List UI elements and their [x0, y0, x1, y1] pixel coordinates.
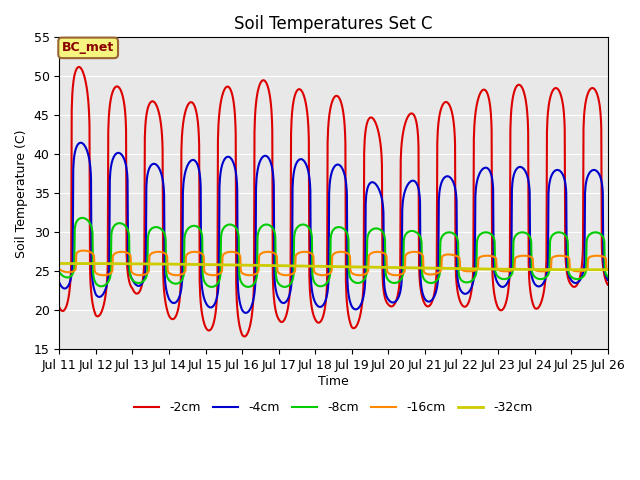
-2cm [241, 334, 248, 339]
-32cm [56, 261, 63, 266]
-2cm [580, 114, 588, 120]
-16cm [580, 268, 588, 274]
-8cm [396, 277, 404, 283]
-4cm [77, 140, 84, 145]
-8cm [205, 284, 213, 289]
-32cm [580, 267, 588, 273]
-8cm [580, 273, 588, 278]
-2cm [497, 307, 504, 313]
-8cm [339, 226, 347, 231]
-16cm [158, 249, 166, 255]
Text: BC_met: BC_met [62, 41, 115, 54]
-2cm [604, 282, 611, 288]
-16cm [396, 272, 404, 277]
-2cm [396, 266, 404, 272]
-16cm [56, 266, 63, 272]
-8cm [56, 269, 63, 275]
Legend: -2cm, -4cm, -8cm, -16cm, -32cm: -2cm, -4cm, -8cm, -16cm, -32cm [129, 396, 538, 419]
-8cm [79, 215, 86, 221]
-16cm [339, 249, 347, 255]
-32cm [339, 264, 346, 270]
-4cm [339, 168, 347, 173]
-4cm [56, 280, 63, 286]
-32cm [496, 266, 504, 272]
X-axis label: Time: Time [318, 375, 349, 388]
-8cm [497, 276, 504, 281]
-4cm [242, 310, 250, 316]
-4cm [396, 289, 404, 295]
-8cm [208, 284, 216, 290]
-32cm [396, 265, 404, 271]
-16cm [604, 267, 611, 273]
-8cm [157, 227, 165, 232]
-16cm [100, 272, 108, 278]
-4cm [604, 277, 611, 283]
-4cm [580, 264, 588, 270]
-32cm [604, 267, 611, 273]
-2cm [75, 64, 83, 70]
Line: -8cm: -8cm [60, 218, 607, 287]
-4cm [205, 304, 213, 310]
-2cm [56, 304, 63, 310]
-4cm [157, 172, 165, 178]
-16cm [497, 268, 504, 274]
Line: -4cm: -4cm [60, 143, 607, 313]
-16cm [79, 248, 87, 253]
-16cm [205, 272, 213, 277]
-8cm [604, 274, 611, 279]
Line: -32cm: -32cm [60, 264, 607, 270]
-4cm [497, 283, 504, 289]
Y-axis label: Soil Temperature (C): Soil Temperature (C) [15, 129, 28, 258]
-2cm [157, 127, 165, 133]
-2cm [205, 328, 213, 334]
-32cm [157, 261, 165, 267]
Line: -16cm: -16cm [60, 251, 607, 275]
Title: Soil Temperatures Set C: Soil Temperatures Set C [234, 15, 433, 33]
-2cm [339, 108, 347, 114]
-32cm [205, 262, 212, 267]
Line: -2cm: -2cm [60, 67, 607, 336]
